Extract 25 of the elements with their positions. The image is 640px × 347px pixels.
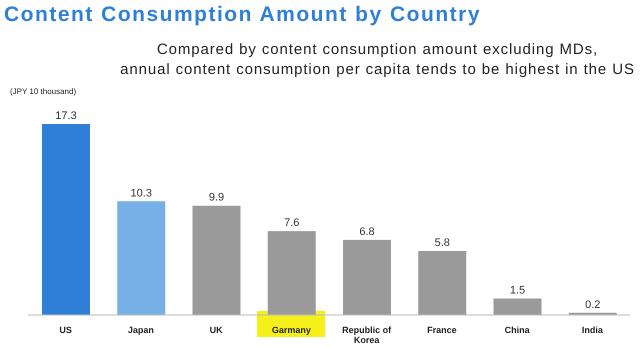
bar [343, 240, 391, 315]
data-label: 9.9 [208, 192, 224, 204]
data-label: 17.3 [55, 110, 77, 122]
data-label: 5.8 [434, 236, 450, 249]
x-tick-label: US [59, 325, 72, 335]
bar [42, 124, 90, 315]
bar [494, 298, 542, 315]
chart-subtitle: Compared by content consumption amount excluding MDs, annual content consumption per capita tends to be highest in the US [120, 40, 635, 80]
bar [418, 250, 466, 315]
x-tick-label: Japan [128, 325, 154, 335]
x-tick-label: China [504, 325, 531, 335]
data-label: 1.5 [510, 284, 526, 296]
x-tick-label: Republic of Korea [342, 325, 392, 345]
y-axis-title: (JPY 10 thousand) [10, 87, 76, 96]
data-label: 0.2 [585, 298, 600, 311]
chart-title: Content Consumption Amount by Country [4, 3, 481, 27]
x-tick-label: UK [210, 325, 224, 335]
data-label: 6.8 [359, 226, 375, 238]
x-tick-label: Garmany [272, 325, 311, 335]
x-tick-label: India [582, 325, 604, 335]
x-tick-label: France [427, 325, 457, 335]
data-label: 10.3 [130, 187, 152, 200]
data-label: 7.6 [284, 217, 300, 230]
bar [192, 206, 240, 315]
bar [117, 201, 166, 315]
